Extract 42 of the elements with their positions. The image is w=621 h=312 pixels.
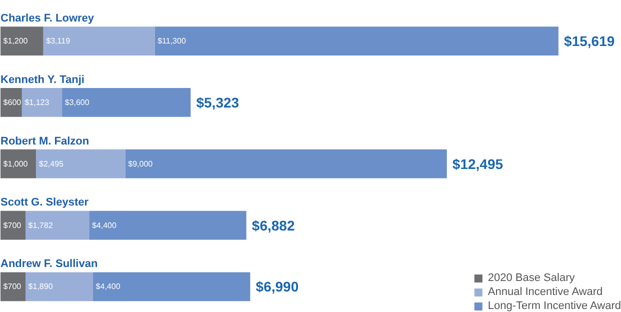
y-tick-label: Robert M. Falzon [0,135,90,148]
bar [93,272,250,302]
data-label: $700 [3,282,22,292]
data-label: $1,782 [28,220,54,230]
data-label: $4,400 [96,282,121,292]
data-label: $3,600 [64,98,90,107]
total-label: $6,990 [256,278,299,295]
y-tick-label: Charles F. Lowrey [0,12,95,24]
data-label: $600 [3,98,22,107]
data-label: $1,123 [24,98,50,107]
bar [89,210,246,240]
bar [26,272,94,302]
bar [0,149,36,178]
bar [36,149,126,178]
data-label: $4,400 [92,220,117,230]
data-label: $3,119 [46,36,71,46]
total-label: $6,882 [252,217,295,234]
bar [43,26,155,56]
y-tick-label: Scott G. Sleyster [0,196,90,209]
legend-label: Long-Term Incentive Award [488,300,621,312]
y-tick-label: Andrew F. Sullivan [0,258,98,270]
bar [26,210,90,240]
data-label: $9,000 [128,159,154,168]
bar [154,26,558,56]
bar [22,88,62,117]
legend-label: 2020 Base Salary [488,272,575,284]
bar [0,272,26,302]
total-label: $15,619 [564,33,615,50]
data-label: $1,200 [3,36,28,46]
data-label: $2,495 [39,159,64,168]
total-label: $5,323 [196,94,240,110]
legend-label: Annual Incentive Award [488,286,603,298]
data-label: $700 [3,220,22,230]
bar [62,88,191,117]
total-label: $12,495 [452,156,504,172]
bar [0,210,26,240]
y-tick-label: Kenneth Y. Tanji [0,74,84,86]
bar [125,149,447,178]
data-label: $1,890 [28,282,54,292]
data-label: $1,000 [3,159,28,168]
bar [0,26,44,56]
data-label: $11,300 [158,36,186,46]
